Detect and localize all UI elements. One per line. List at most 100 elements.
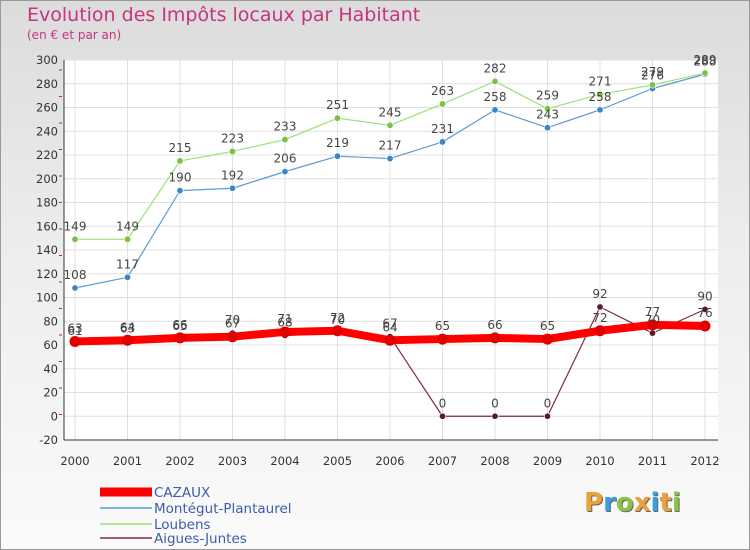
data-label-cazaux: 64 [382,320,397,334]
data-label-aigues-juntes: 0 [544,396,552,410]
legend-label-loubens: Loubens [154,517,211,533]
y-tick-label: 80 [43,314,58,328]
data-label-aigues-juntes: 70 [225,313,240,327]
x-tick-label: 2008 [480,454,509,468]
data-label-mont-gut-plantaurel: 219 [326,136,349,150]
data-point-loubens [71,235,79,243]
data-label-aigues-juntes: 90 [697,289,712,303]
y-tick-label: 0 [51,409,58,423]
data-point-aigues-juntes [438,412,446,420]
data-label-mont-gut-plantaurel: 288 [694,54,717,68]
data-label-cazaux: 77 [645,305,660,319]
data-point-cazaux [174,332,186,344]
legend-label-mont-gut-plantaurel: Montégut-Plantaurel [154,501,292,517]
data-label-cazaux: 65 [435,319,450,333]
data-point-cazaux [69,335,81,347]
logo-letter: r [603,488,616,518]
data-point-cazaux [384,334,396,346]
data-point-loubens [648,81,656,89]
y-tick-label: 180 [36,196,58,210]
data-label-mont-gut-plantaurel: 190 [169,171,192,185]
x-tick-label: 2007 [428,454,457,468]
data-label-aigues-juntes: 68 [277,316,292,330]
y-tick-label: 20 [43,386,58,400]
y-tick-label: 160 [36,219,58,233]
logo-letter: i [671,488,681,518]
data-label-loubens: 271 [589,74,612,88]
data-label-cazaux: 66 [172,318,187,332]
data-label-mont-gut-plantaurel: 276 [641,69,664,83]
data-point-cazaux [227,331,238,343]
proxiti-logo: Proxiti [584,488,681,518]
data-point-mont-gut-plantaurel [491,106,499,114]
data-point-loubens [491,77,499,85]
y-tick-label: 120 [36,267,58,281]
data-label-mont-gut-plantaurel: 108 [64,268,87,282]
logo-letter: x [633,488,651,518]
data-label-loubens: 149 [116,219,139,233]
logo-letter: o [615,488,634,518]
data-point-cazaux [437,333,448,345]
x-tick-label: 2005 [323,454,352,468]
data-label-aigues-juntes: 92 [592,287,607,301]
data-label-cazaux: 71 [277,312,292,326]
data-label-cazaux: 67 [225,317,240,331]
x-tick-label: 2000 [60,454,89,468]
data-label-loubens: 215 [169,141,192,155]
data-point-aigues-juntes [701,305,709,313]
y-tick-label: 60 [43,338,58,352]
data-point-loubens [229,147,237,155]
data-point-loubens [386,121,394,129]
data-label-cazaux: 64 [120,320,135,334]
data-label-mont-gut-plantaurel: 117 [116,257,139,271]
data-point-mont-gut-plantaurel [124,273,132,281]
data-label-loubens: 282 [484,61,507,75]
data-label-cazaux: 72 [330,311,345,325]
y-tick-label: -20 [39,433,58,447]
x-tick-label: 2001 [113,454,142,468]
y-tick-label: 280 [36,77,58,91]
data-point-mont-gut-plantaurel [281,168,289,176]
data-point-loubens [596,90,604,98]
data-label-aigues-juntes: 0 [491,396,499,410]
data-point-cazaux [647,319,658,331]
data-label-aigues-juntes: 70 [645,313,660,327]
chart-subtitle: (en € et par an) [27,28,122,42]
x-tick-label: 2002 [165,454,194,468]
data-point-mont-gut-plantaurel [438,138,446,146]
data-point-cazaux [699,320,711,332]
data-point-loubens [543,105,551,113]
data-point-cazaux [279,326,291,338]
data-label-aigues-juntes: 67 [382,317,397,331]
y-tick-label: 300 [36,53,58,67]
y-tick-label: 140 [36,243,58,257]
data-point-mont-gut-plantaurel [176,187,184,195]
data-label-loubens: 251 [326,98,349,112]
data-label-loubens: 245 [379,105,402,119]
data-point-cazaux [332,325,343,337]
data-point-cazaux [542,333,553,345]
data-label-aigues-juntes: 65 [172,319,187,333]
data-label-loubens: 263 [431,84,454,98]
data-label-loubens: 289 [694,53,717,67]
data-label-mont-gut-plantaurel: 243 [536,108,559,122]
data-label-aigues-juntes: 61 [67,324,82,338]
legend-label-cazaux: CAZAUX [154,485,210,501]
data-point-mont-gut-plantaurel [333,152,341,160]
x-tick-label: 2009 [533,454,562,468]
x-tick-label: 2006 [375,454,404,468]
x-tick-label: 2012 [690,454,719,468]
data-label-mont-gut-plantaurel: 192 [221,168,244,182]
data-point-mont-gut-plantaurel [71,284,79,292]
y-tick-label: 100 [36,291,58,305]
data-label-loubens: 223 [221,131,244,145]
data-label-mont-gut-plantaurel: 258 [484,90,507,104]
data-point-loubens [124,235,132,243]
data-label-mont-gut-plantaurel: 231 [431,122,454,136]
data-label-mont-gut-plantaurel: 217 [379,139,402,153]
data-point-loubens [176,157,184,165]
y-tick-label: 260 [36,101,58,115]
y-tick-label: 240 [36,124,58,138]
data-label-cazaux: 76 [697,306,712,320]
